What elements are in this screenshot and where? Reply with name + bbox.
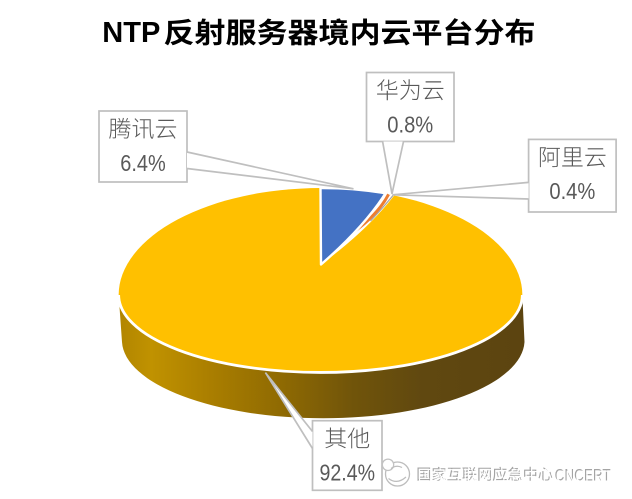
svg-text:CNCERT: CNCERT <box>555 466 611 485</box>
svg-text:0.4%: 0.4% <box>549 178 595 204</box>
svg-text:92.4%: 92.4% <box>320 460 376 486</box>
svg-text:CNCERT: CNCERT <box>556 467 612 486</box>
svg-text:NTP: NTP <box>102 17 160 49</box>
svg-text:0.8%: 0.8% <box>387 111 433 137</box>
svg-text:6.4%: 6.4% <box>120 150 166 176</box>
